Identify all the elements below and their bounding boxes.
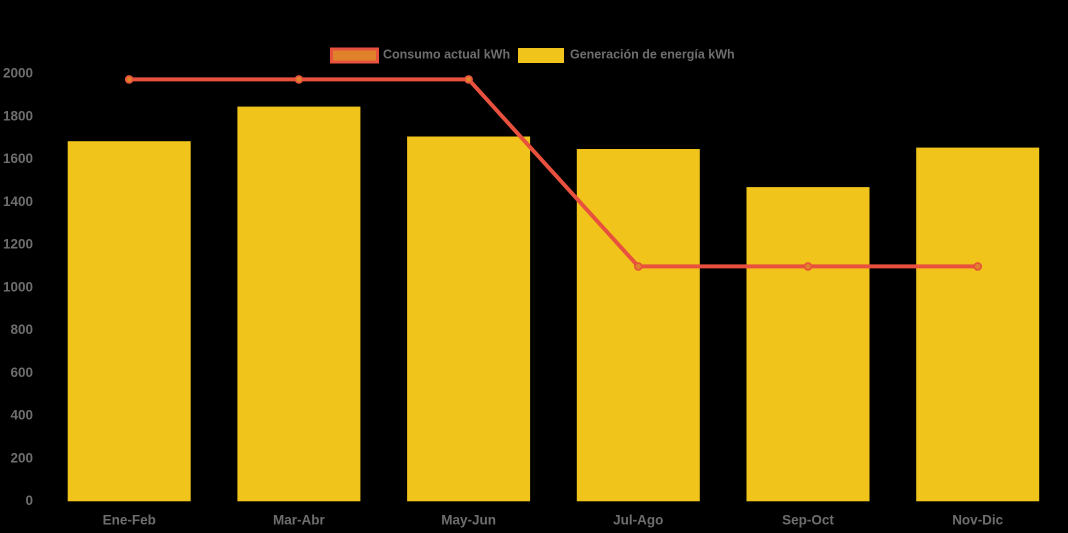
svg-text:Sep-Oct: Sep-Oct bbox=[782, 512, 834, 527]
svg-text:1600: 1600 bbox=[3, 151, 33, 166]
svg-text:1400: 1400 bbox=[3, 194, 33, 209]
svg-text:0: 0 bbox=[25, 493, 33, 508]
svg-text:Ene-Feb: Ene-Feb bbox=[103, 512, 156, 527]
svg-text:2000: 2000 bbox=[3, 66, 33, 81]
svg-text:1000: 1000 bbox=[3, 279, 33, 294]
svg-text:Nov-Dic: Nov-Dic bbox=[952, 512, 1003, 527]
svg-text:800: 800 bbox=[10, 322, 33, 337]
svg-text:400: 400 bbox=[10, 408, 33, 423]
svg-text:1200: 1200 bbox=[3, 237, 33, 252]
svg-text:Generación de energía kWh: Generación de energía kWh bbox=[570, 48, 735, 62]
svg-text:May-Jun: May-Jun bbox=[441, 512, 496, 527]
svg-text:Mar-Abr: Mar-Abr bbox=[273, 512, 325, 527]
svg-text:200: 200 bbox=[10, 450, 33, 465]
svg-text:Consumo actual kWh: Consumo actual kWh bbox=[383, 48, 510, 62]
svg-text:Jul-Ago: Jul-Ago bbox=[613, 512, 663, 527]
svg-text:1800: 1800 bbox=[3, 108, 33, 123]
svg-text:600: 600 bbox=[10, 365, 33, 380]
